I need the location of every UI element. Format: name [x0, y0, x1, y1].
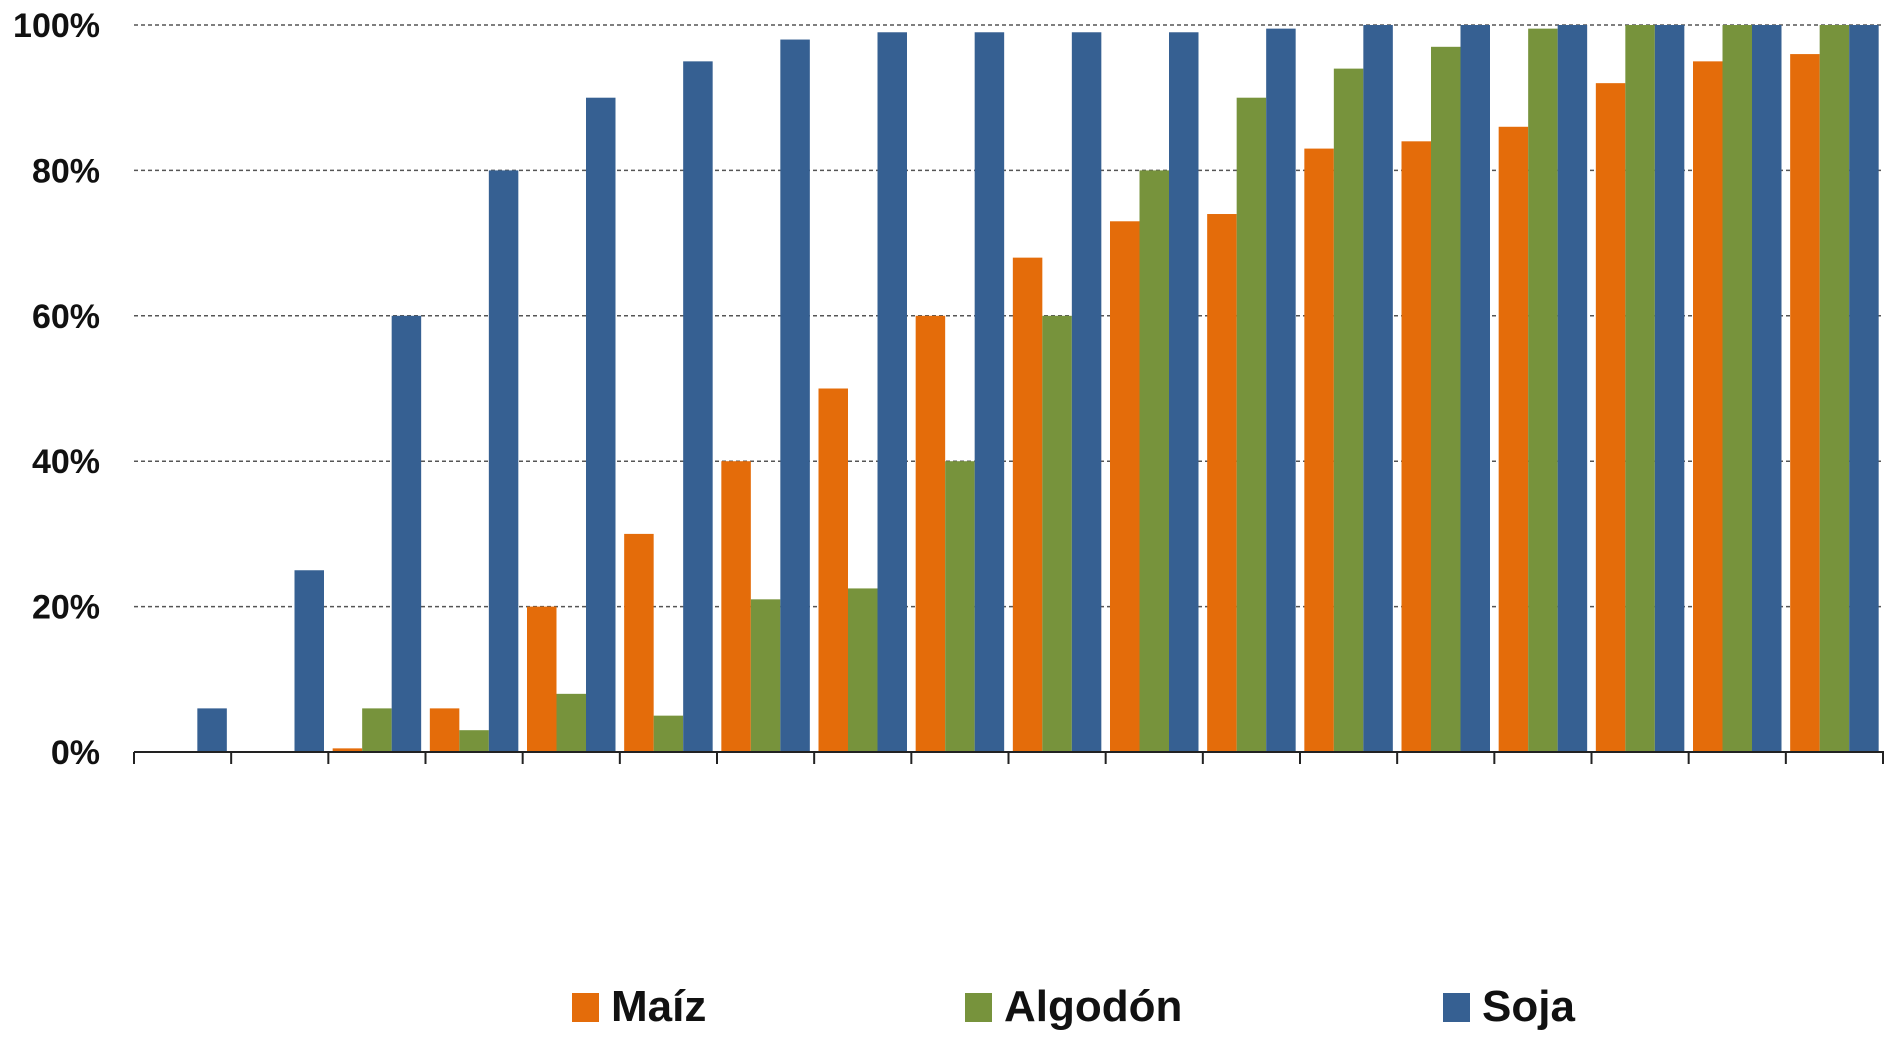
legend-swatch-maiz	[572, 992, 599, 1022]
legend: Maíz Algodón Soja	[0, 982, 1889, 1032]
bar-maiz	[1595, 83, 1626, 752]
y-tick-label: 40%	[32, 443, 100, 481]
bar-soja	[391, 315, 422, 752]
bar-maiz	[429, 708, 460, 752]
bar-soja	[1169, 32, 1199, 752]
bar-soja	[488, 170, 519, 752]
bar-soja	[197, 708, 227, 752]
bar-maiz	[1401, 141, 1431, 752]
bar-soja	[1460, 25, 1490, 752]
y-tick-label: 20%	[32, 589, 100, 627]
bar-maiz	[1207, 214, 1237, 752]
legend-item-maiz: Maíz	[572, 982, 706, 1032]
bar-soja	[1752, 25, 1782, 752]
bar-maiz	[1012, 257, 1043, 752]
bar-soja	[294, 570, 324, 752]
legend-item-soja: Soja	[1443, 982, 1575, 1032]
gridlines	[134, 24, 1883, 608]
bar-algodon	[1139, 170, 1169, 752]
bar-algodon	[459, 730, 489, 752]
bar-algodon	[362, 708, 392, 752]
y-tick-label: 60%	[32, 298, 100, 336]
bar-maiz	[1790, 54, 1820, 752]
bar-soja	[1363, 25, 1393, 752]
bar-maiz	[527, 606, 557, 752]
bars	[197, 25, 1879, 753]
bar-algodon	[1819, 25, 1850, 752]
bar-maiz	[915, 315, 946, 752]
y-tick-label: 0%	[51, 734, 100, 772]
bar-algodon	[1722, 25, 1752, 752]
bar-soja	[974, 32, 1005, 752]
bar-maiz	[624, 533, 654, 752]
axes	[133, 751, 1884, 764]
bar-algodon	[945, 461, 975, 752]
bar-soja	[1071, 32, 1102, 752]
legend-item-algodon: Algodón	[965, 982, 1182, 1032]
y-tick-label: 100%	[13, 7, 100, 45]
bar-soja	[780, 39, 810, 753]
bar-chart: 0% 20% 40% 60% 80% 100%	[13, 7, 1884, 772]
bar-maiz	[1110, 221, 1140, 753]
legend-label-soja: Soja	[1482, 982, 1575, 1031]
bar-soja	[877, 32, 907, 752]
bar-maiz	[332, 748, 363, 752]
bar-soja	[1849, 25, 1879, 752]
bar-maiz	[1693, 61, 1723, 753]
bar-soja	[586, 97, 616, 752]
bar-algodon	[750, 599, 781, 752]
legend-swatch-soja	[1443, 992, 1470, 1022]
bar-algodon	[848, 588, 878, 752]
y-tick-label: 80%	[32, 152, 100, 190]
bar-soja	[1654, 25, 1685, 752]
legend-label-maiz: Maíz	[611, 982, 707, 1031]
bar-maiz	[721, 461, 751, 752]
bar-algodon	[1528, 28, 1558, 752]
legend-label-algodon: Algodón	[1004, 982, 1183, 1031]
bar-soja	[683, 61, 713, 753]
bar-soja	[1266, 28, 1296, 752]
bar-maiz	[1498, 126, 1529, 752]
bar-algodon	[1042, 315, 1072, 752]
bar-algodon	[1236, 97, 1267, 752]
bar-algodon	[653, 715, 684, 752]
bar-algodon	[556, 693, 586, 752]
bar-soja	[1557, 25, 1588, 752]
bar-maiz	[1304, 148, 1334, 753]
bar-algodon	[1625, 25, 1655, 752]
y-tick-labels: 0% 20% 40% 60% 80% 100%	[13, 7, 100, 772]
legend-swatch-algodon	[965, 992, 992, 1022]
bar-algodon	[1431, 46, 1461, 753]
bar-maiz	[818, 388, 848, 752]
bar-algodon	[1333, 68, 1364, 753]
